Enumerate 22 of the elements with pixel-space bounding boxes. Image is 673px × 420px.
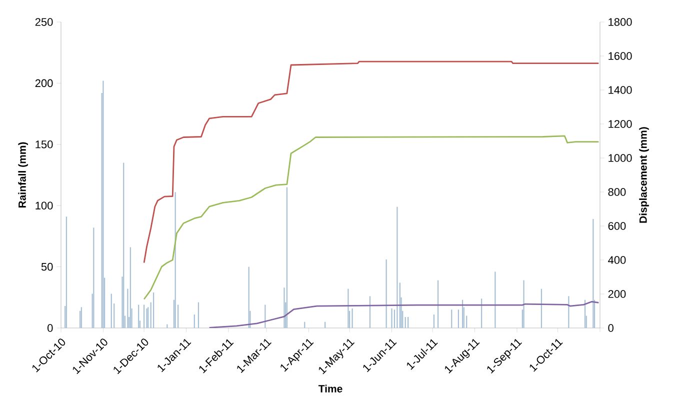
y-tick-label: 250: [35, 18, 53, 26]
line-series: [143, 60, 600, 264]
y-axis-title: Rainfall (mm): [18, 142, 28, 208]
y2-tick-label: 1400: [608, 86, 632, 94]
y2-tick-label: 600: [608, 222, 626, 230]
y-tick-label: 0: [48, 324, 53, 332]
y2-tick-label: 0: [608, 324, 614, 332]
y-tick-label: 100: [36, 202, 53, 210]
line-series: [208, 300, 600, 328]
y2-tick-label: 1200: [608, 120, 632, 128]
y2-tick-label: 200: [608, 290, 626, 298]
y-tick-label: 150: [36, 140, 53, 148]
y2-tick-label: 400: [608, 256, 626, 264]
y2-tick-label: 800: [608, 188, 626, 196]
y-tick-label: 50: [41, 262, 53, 271]
line-series: [143, 135, 600, 300]
x-axis-title: Time: [318, 384, 342, 392]
y2-tick-label: 1600: [608, 52, 632, 60]
y2-tick-label: 1800: [608, 18, 632, 26]
y2-tick-label: 1000: [608, 154, 632, 162]
y2-axis-title: Displacement (mm): [639, 127, 649, 223]
y-tick-label: 200: [35, 79, 53, 88]
